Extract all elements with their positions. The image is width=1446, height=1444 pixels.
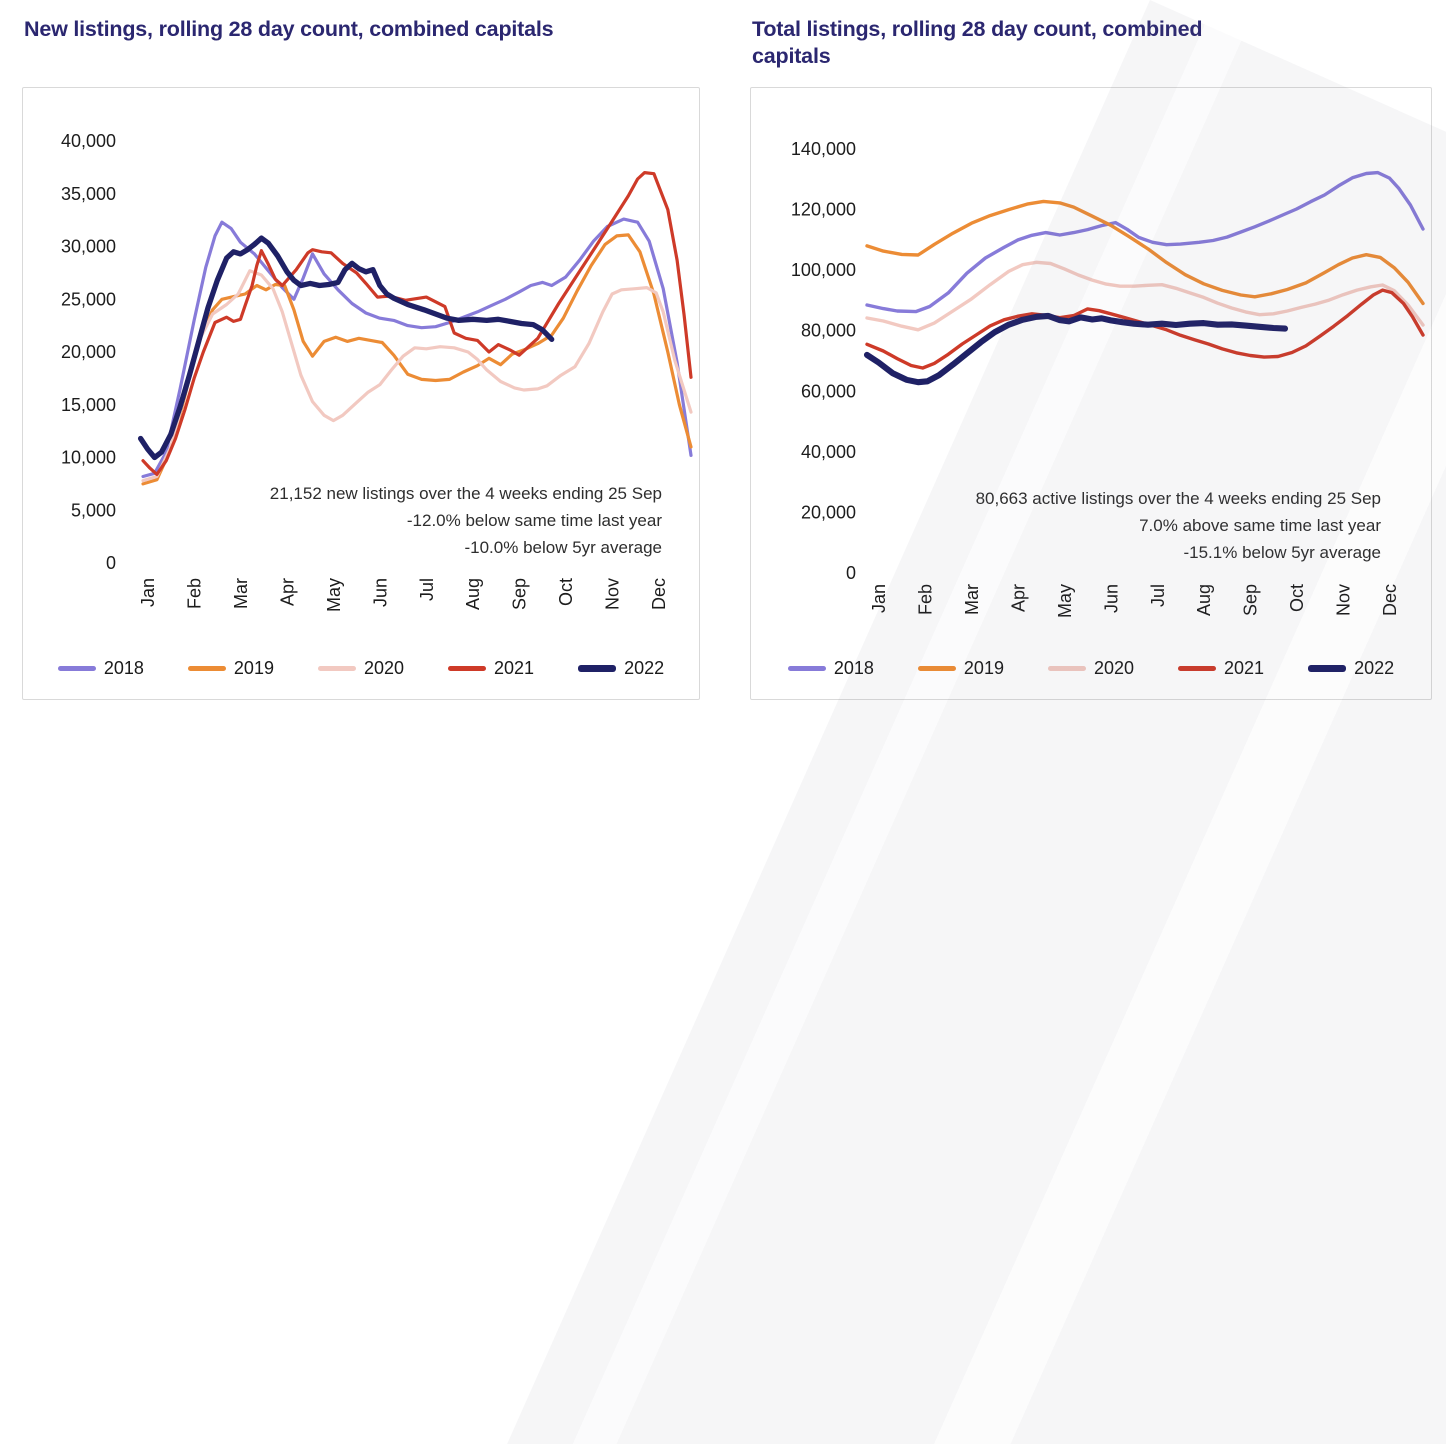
legend-label: 2019 [233, 658, 274, 678]
x-tick-label: Jan [869, 584, 889, 613]
x-tick-label: Apr [1008, 584, 1028, 612]
y-tick-label: 20,000 [801, 502, 856, 522]
y-tick-label: 40,000 [61, 131, 116, 151]
y-tick-label: 30,000 [61, 237, 116, 257]
x-tick-label: Mar [231, 578, 251, 609]
legend-swatch [1308, 665, 1347, 672]
y-tick-label: 5,000 [71, 500, 116, 520]
annotation-line: 80,663 active listings over the 4 weeks … [975, 489, 1381, 508]
y-tick-label: 100,000 [791, 260, 856, 280]
annotation-line: -10.0% below 5yr average [464, 538, 662, 557]
x-tick-label: Sep [510, 578, 530, 610]
series-line-2018 [141, 217, 693, 479]
legend-swatch [187, 666, 226, 671]
x-tick-label: Aug [463, 578, 483, 610]
legend-item-2022: 2022 [578, 658, 664, 679]
x-tick-label: May [1055, 584, 1075, 618]
y-tick-label: 140,000 [791, 139, 856, 159]
legend-label: 2021 [1224, 658, 1265, 678]
chart-title-total-listings: Total listings, rolling 28 day count, co… [752, 17, 1203, 68]
legend-item-2022: 2022 [1308, 658, 1394, 679]
x-tick-label: Oct [556, 578, 576, 606]
series-line-2018 [865, 170, 1425, 314]
x-tick-label: Jun [1101, 584, 1121, 613]
series-line-2019 [865, 199, 1425, 306]
legend-label: 2022 [624, 658, 665, 678]
y-tick-label: 10,000 [61, 448, 116, 468]
series-line-2021 [865, 288, 1425, 370]
legend-swatch [317, 666, 356, 671]
y-tick-label: 0 [106, 553, 116, 573]
y-tick-label: 15,000 [61, 395, 116, 415]
x-tick-label: Feb [916, 584, 936, 615]
x-tick-label: Jun [370, 578, 390, 607]
x-tick-label: Jan [138, 578, 158, 607]
legend-label: 2020 [1093, 658, 1135, 678]
series-line-2020 [141, 269, 693, 483]
series-line-2022 [137, 235, 555, 461]
legend: 2018 2019 2020 2021 2022 [23, 658, 699, 679]
y-tick-label: 40,000 [801, 442, 856, 462]
legend-swatch [1047, 666, 1086, 671]
legend-item-2021: 2021 [1178, 658, 1264, 679]
annotation-line: 21,152 new listings over the 4 weeks end… [269, 484, 662, 503]
legend-item-2018: 2018 [787, 658, 874, 679]
legend: 2018 2019 2020 2021 2022 [751, 658, 1431, 679]
legend-label: 2019 [963, 658, 1004, 678]
annotation-total-listings: 80,663 active listings over the 4 weeks … [976, 485, 1381, 566]
new-listings-chart: 0 5,000 10,000 15,000 20,000 25,000 30,000 35,0… [61, 131, 693, 612]
legend-swatch [578, 665, 617, 672]
x-tick-label: Mar [962, 584, 982, 615]
y-tick-label: 120,000 [791, 200, 856, 220]
annotation-line: -15.1% below 5yr average [1183, 543, 1381, 562]
series-line-2019 [141, 233, 693, 486]
series-line-2022 [863, 312, 1289, 386]
x-tick-label: Nov [1334, 584, 1354, 616]
legend-item-2019: 2019 [187, 658, 274, 679]
legend-swatch [787, 666, 826, 671]
x-tick-label: Apr [277, 578, 297, 606]
x-tick-label: Sep [1241, 584, 1261, 616]
x-tick-label: Dec [649, 578, 669, 610]
y-tick-label: 35,000 [61, 184, 116, 204]
legend-item-2020: 2020 [1047, 658, 1135, 679]
series-line-2020 [865, 260, 1425, 332]
x-tick-label: May [324, 578, 344, 612]
y-tick-label: 60,000 [801, 381, 856, 401]
y-tick-label: 80,000 [801, 321, 856, 341]
legend-swatch [57, 666, 96, 671]
legend-label: 2021 [494, 658, 535, 678]
legend-swatch [917, 666, 956, 671]
chart-title-new-listings: New listings, rolling 28 day count, comb… [24, 17, 554, 41]
x-tick-label: Dec [1380, 584, 1400, 616]
annotation-new-listings: 21,152 new listings over the 4 weeks end… [270, 480, 662, 561]
y-tick-label: 20,000 [61, 342, 116, 362]
legend-item-2020: 2020 [317, 658, 405, 679]
chart-card-new-listings: 0 5,000 10,000 15,000 20,000 25,000 30,000 35,0… [22, 87, 700, 700]
y-tick-label: 0 [846, 563, 856, 583]
legend-label: 2020 [363, 658, 405, 678]
x-tick-label: Aug [1194, 584, 1214, 616]
legend-label: 2022 [1354, 658, 1395, 678]
x-tick-label: Feb [185, 578, 205, 609]
legend-swatch [1178, 666, 1217, 671]
series-line-2021 [141, 170, 693, 476]
x-tick-label: Nov [603, 578, 623, 610]
legend-label: 2018 [103, 658, 144, 678]
x-tick-label: Jul [417, 578, 437, 601]
y-tick-label: 25,000 [61, 289, 116, 309]
legend-item-2018: 2018 [57, 658, 144, 679]
x-tick-label: Oct [1287, 584, 1307, 612]
legend-item-2019: 2019 [917, 658, 1004, 679]
legend-item-2021: 2021 [448, 658, 534, 679]
total-listings-chart: 0 20,000 40,000 60,000 80,000 100,000 120,000 1… [791, 139, 1425, 618]
annotation-line: -12.0% below same time last year [406, 511, 662, 530]
x-tick-label: Jul [1148, 584, 1168, 607]
chart-card-total-listings: 0 20,000 40,000 60,000 80,000 100,000 120,000 1… [750, 87, 1432, 700]
annotation-line: 7.0% above same time last year [1139, 516, 1381, 535]
legend-label: 2018 [833, 658, 874, 678]
legend-swatch [448, 666, 487, 671]
